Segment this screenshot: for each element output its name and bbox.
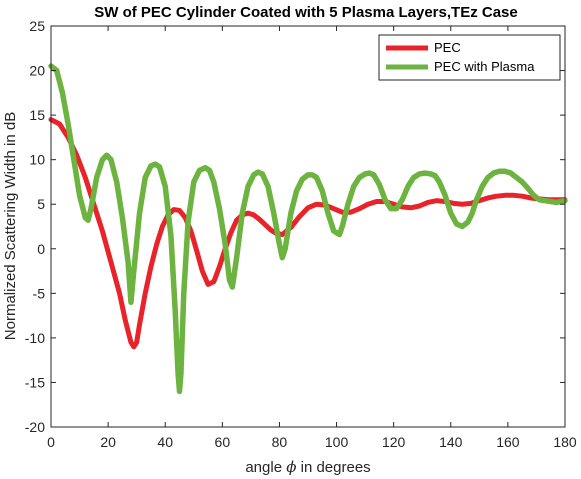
legend-box <box>378 34 561 81</box>
chart-title: SW of PEC Cylinder Coated with 5 Plasma … <box>94 4 517 21</box>
series-line-pec <box>48 117 568 350</box>
y-tick-label: -5 <box>33 285 46 301</box>
x-tick-label: 160 <box>496 434 520 450</box>
x-tick-label: 180 <box>553 434 577 450</box>
y-tick-label: -10 <box>25 330 45 346</box>
legend: PEC PEC with Plasma <box>378 34 561 81</box>
plot-layer <box>48 63 568 395</box>
x-tick-label: 20 <box>100 434 116 450</box>
legend-label-pec: PEC <box>434 40 461 55</box>
x-tick-label: 0 <box>47 434 55 450</box>
y-tick-label: 10 <box>29 152 45 168</box>
series-line-pec-with-plasma <box>48 63 568 395</box>
x-tick-label: 120 <box>382 434 406 450</box>
y-tick-label: -15 <box>25 374 45 390</box>
y-tick-label: 15 <box>29 107 45 123</box>
x-tick-label: 100 <box>325 434 349 450</box>
ticks-layer: 0 20 40 60 80 100 120 140 160 180 -20 -15 -10 -5 0 5 10 1… <box>25 18 577 450</box>
x-axis-label-symbol: ϕ <box>286 458 296 476</box>
x-axis-label: angle ϕ in degrees <box>245 458 370 476</box>
legend-label-pec-with-plasma: PEC with Plasma <box>434 59 535 74</box>
y-tick-label: 0 <box>37 241 45 257</box>
x-axis-label-prefix: angle <box>245 459 282 476</box>
x-tick-label: 60 <box>215 434 231 450</box>
y-tick-label: 25 <box>29 18 45 34</box>
x-tick-label: 40 <box>157 434 173 450</box>
x-tick-label: 80 <box>272 434 288 450</box>
y-tick-label: 20 <box>29 63 45 79</box>
y-tick-label: 5 <box>37 196 45 212</box>
plot-frame <box>50 25 566 428</box>
y-axis-label: Normalized Scattering Width in dB <box>2 112 19 340</box>
x-tick-label: 140 <box>439 434 463 450</box>
x-axis-label-suffix: in degrees <box>301 459 371 476</box>
y-tick-label: -20 <box>25 419 45 435</box>
